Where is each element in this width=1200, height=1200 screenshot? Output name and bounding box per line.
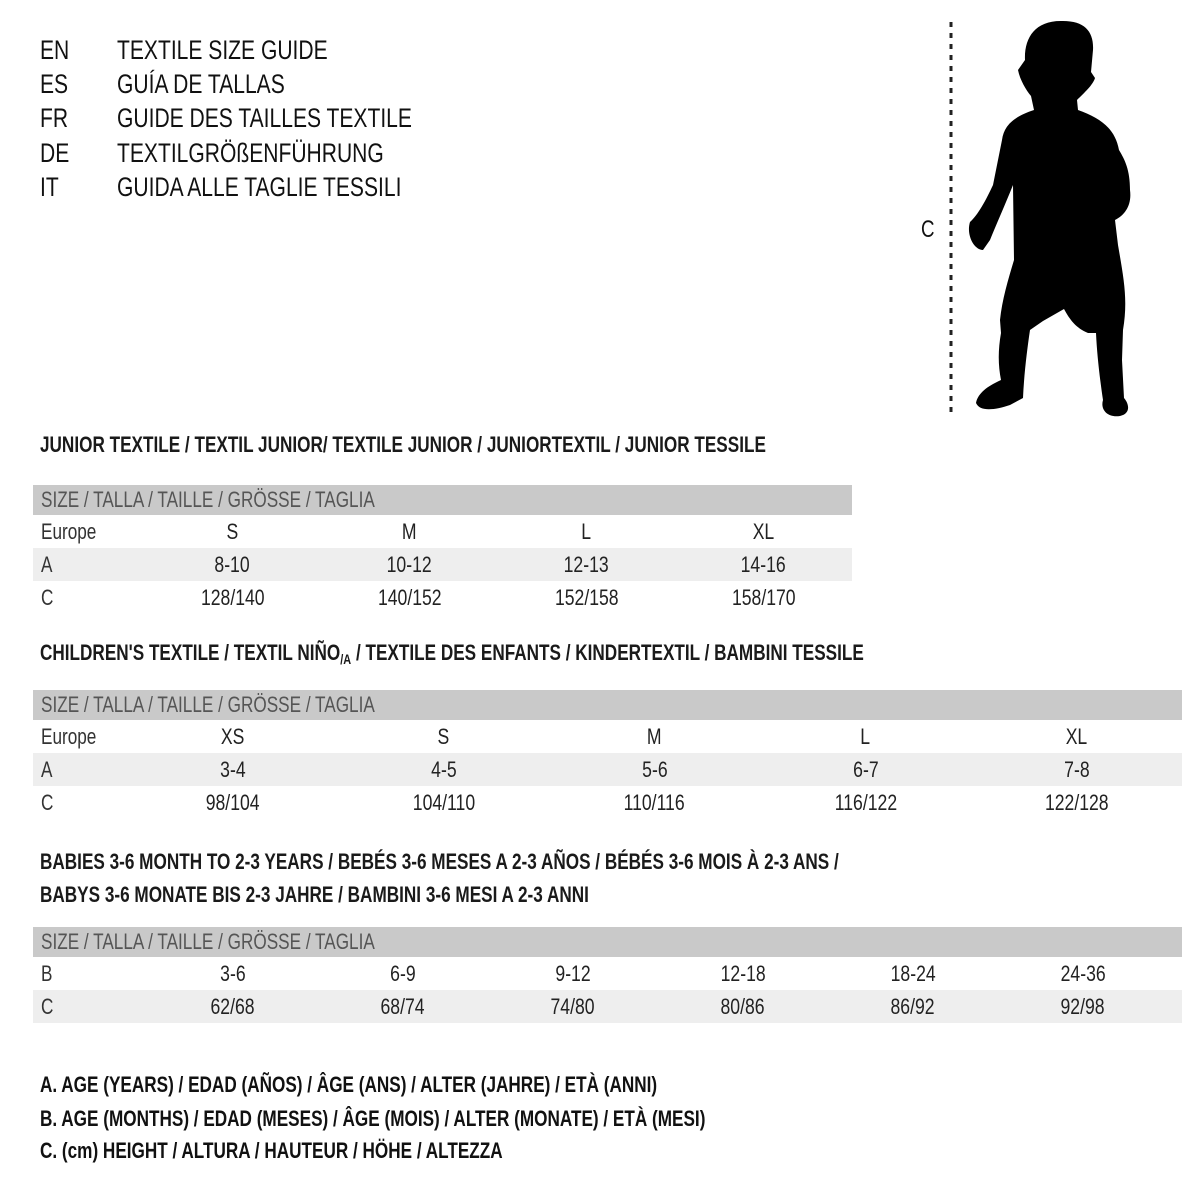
babies-size-table: SIZE / TALLA / TAILLE / GRÖSSE / TAGLIA … xyxy=(33,927,1182,1023)
table-row: A 3-4 4-5 5-6 6-7 7-8 xyxy=(33,753,1182,786)
table-row: C 62/68 68/74 74/80 80/86 86/92 92/98 xyxy=(33,990,1182,1023)
table-row: B 3-6 6-9 9-12 12-18 18-24 24-36 xyxy=(41,960,1106,986)
legend-a: A. AGE (YEARS) / EDAD (AÑOS) / ÂGE (ANS)… xyxy=(40,1072,658,1097)
junior-section-title: JUNIOR TEXTILE / TEXTIL JUNIOR/ TEXTILE … xyxy=(40,432,766,457)
junior-size-table: SIZE / TALLA / TAILLE / GRÖSSE / TAGLIA … xyxy=(33,485,852,614)
legend-c: C. (cm) HEIGHT / ALTURA / HAUTEUR / HÖHE… xyxy=(40,1138,503,1163)
children-size-table: SIZE / TALLA / TAILLE / GRÖSSE / TAGLIA … xyxy=(33,690,1182,819)
table-row: Europe XS S M L XL xyxy=(41,723,1088,749)
legend-b: B. AGE (MONTHS) / EDAD (MESES) / ÂGE (MO… xyxy=(40,1106,706,1131)
table-header: SIZE / TALLA / TAILLE / GRÖSSE / TAGLIA xyxy=(33,927,1182,957)
babies-section-title-line2: BABYS 3-6 MONATE BIS 2-3 JAHRE / BAMBINI… xyxy=(40,882,589,907)
guide-title: GUÍA DE TALLAS xyxy=(117,69,285,99)
lang-code: ES xyxy=(40,69,69,99)
table-header: SIZE / TALLA / TAILLE / GRÖSSE / TAGLIA xyxy=(33,485,852,515)
table-row: C 128/140 140/152 152/158 158/170 xyxy=(41,584,796,610)
guide-title: TEXTILE SIZE GUIDE xyxy=(117,35,328,65)
lang-code: IT xyxy=(40,172,59,202)
table-row: Europe S M L XL xyxy=(41,518,775,544)
guide-title: TEXTILGRÖßENFÜHRUNG xyxy=(117,138,384,168)
lang-code: EN xyxy=(40,35,70,65)
lang-code: DE xyxy=(40,138,70,168)
guide-title: GUIDE DES TAILLES TEXTILE xyxy=(117,103,412,133)
table-row: C 98/104 104/110 110/116 116/122 122/128 xyxy=(41,789,1109,815)
table-header: SIZE / TALLA / TAILLE / GRÖSSE / TAGLIA xyxy=(33,690,1182,720)
babies-section-title: BABIES 3-6 MONTH TO 2-3 YEARS / BEBÉS 3-… xyxy=(40,849,839,874)
height-label: C xyxy=(921,216,935,243)
child-silhouette-icon xyxy=(949,20,1131,417)
lang-code: FR xyxy=(40,103,69,133)
children-section-title: CHILDREN'S TEXTILE / TEXTIL NIÑO/A / TEX… xyxy=(40,640,864,667)
guide-title: GUIDA ALLE TAGLIE TESSILI xyxy=(117,172,402,202)
table-row: A 8-10 10-12 12-13 14-16 xyxy=(33,548,852,581)
